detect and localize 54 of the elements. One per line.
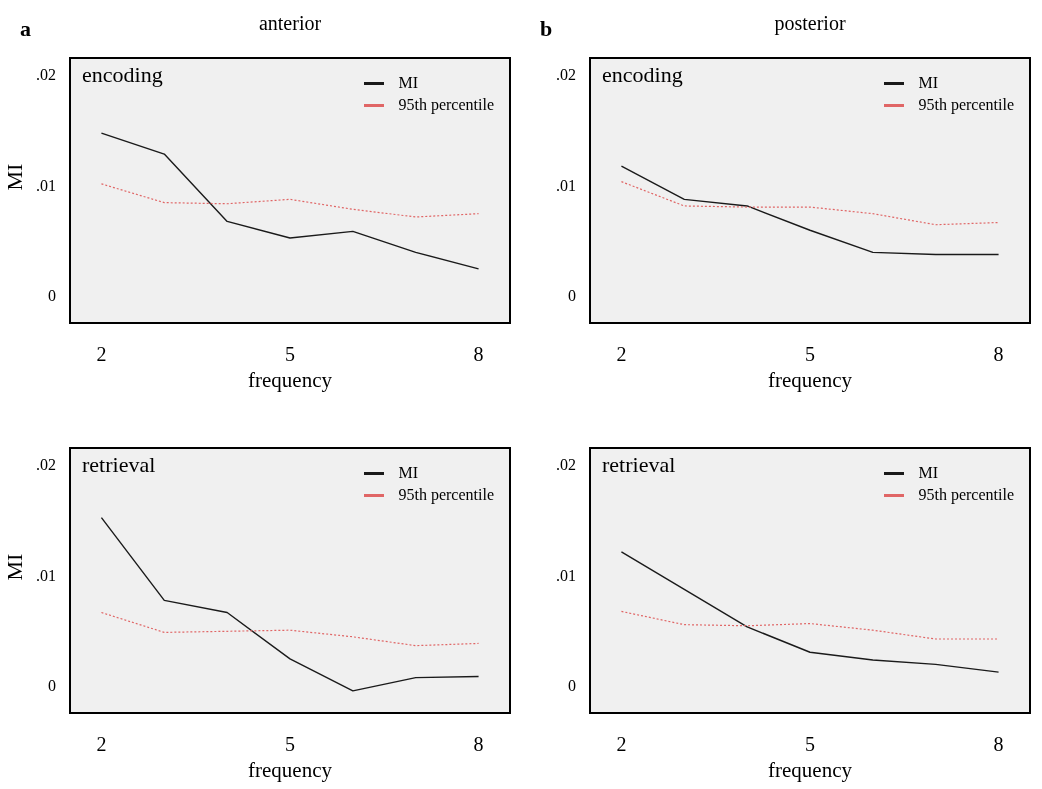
x-axis-title: frequency [768,758,853,782]
line-series [620,181,1000,226]
y-tick-label: .01 [36,566,56,584]
y-tick-label: 0 [568,287,576,305]
y-tick-label: .01 [556,566,576,584]
y-axis-title: MI [1,553,27,581]
chart-subtitle: encoding [82,62,163,88]
y-tick-label: .01 [556,176,576,194]
x-tick-label: 2 [616,733,627,756]
line-series [100,611,480,647]
x-tick-label: 8 [993,343,1004,366]
x-axis-title: frequency [248,368,333,392]
x-tick-label: 5 [285,343,295,366]
line-series [100,183,480,218]
chart-subtitle: retrieval [82,452,156,478]
y-tick-label: .02 [556,66,576,84]
y-tick-label: .01 [36,176,56,194]
y-tick-label: .02 [556,456,576,474]
x-tick-label: 5 [805,733,815,756]
text: b [540,16,553,42]
y-tick-label: 0 [568,677,576,695]
x-tick-label: 2 [96,733,107,756]
line-series [620,551,1000,673]
x-axis-title: frequency [768,368,853,392]
x-tick-label: 8 [473,733,484,756]
line-series [100,132,480,270]
x-tick-label: 8 [993,733,1004,756]
text: a [20,16,31,42]
legend-label: MI [398,463,419,483]
legend-label: MI [398,73,419,93]
line-series [620,610,1000,640]
legend-label: 95th percentile [398,485,494,506]
line-series [100,516,480,692]
x-tick-label: 2 [96,343,107,366]
y-tick-label: .02 [36,456,56,474]
x-tick-label: 5 [805,343,815,366]
legend-label: 95th percentile [918,95,1014,116]
y-tick-label: .02 [36,66,56,84]
legend-label: 95th percentile [918,485,1014,506]
chart-subtitle: encoding [602,62,683,88]
chart-subtitle: retrieval [602,452,676,478]
y-axis-title: MI [1,163,27,191]
chart-title: posterior [773,12,847,35]
legend-label: MI [918,463,939,483]
x-tick-label: 5 [285,733,295,756]
x-tick-label: 2 [616,343,627,366]
line-series [620,165,1000,256]
legend-label: MI [918,73,939,93]
y-tick-label: 0 [48,287,56,305]
chart-title: anterior [257,12,323,35]
y-tick-label: 0 [48,677,56,695]
x-tick-label: 8 [473,343,484,366]
legend-label: 95th percentile [398,95,494,116]
x-axis-title: frequency [248,758,333,782]
